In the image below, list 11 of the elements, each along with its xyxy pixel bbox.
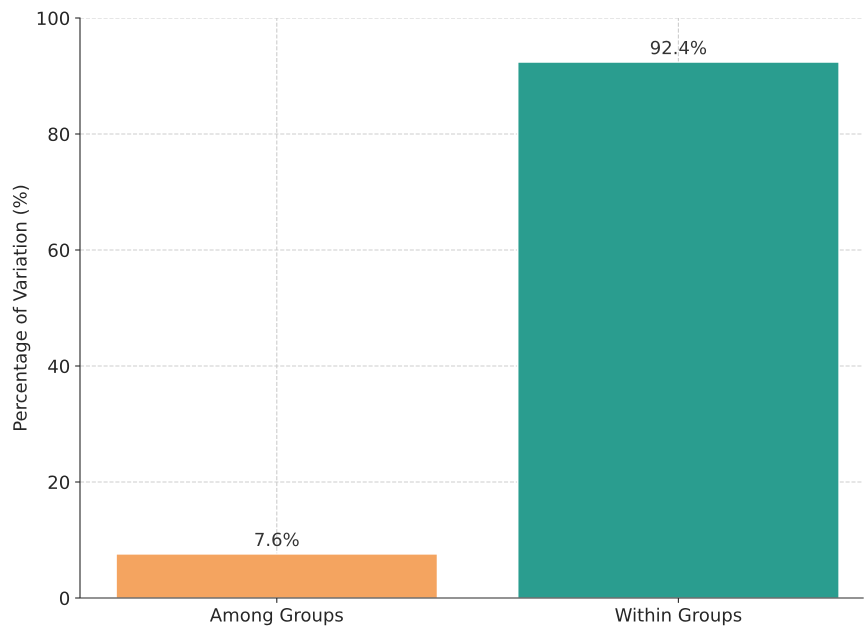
y-tick-label: 20 bbox=[48, 475, 70, 490]
y-tick-label: 100 bbox=[38, 11, 70, 26]
y-tick-label: 0 bbox=[60, 591, 70, 606]
y-axis-title: Percentage of Variation (%) bbox=[12, 186, 30, 430]
y-tick-label: 40 bbox=[48, 359, 70, 374]
data-label: 92.4% bbox=[650, 40, 706, 54]
y-tick-label: 60 bbox=[48, 243, 70, 258]
x-tick-label: Within Groups bbox=[615, 608, 742, 626]
y-tick-label: 80 bbox=[48, 127, 70, 142]
x-tick-label: Among Groups bbox=[210, 608, 343, 626]
data-label: 7.6% bbox=[255, 532, 299, 546]
